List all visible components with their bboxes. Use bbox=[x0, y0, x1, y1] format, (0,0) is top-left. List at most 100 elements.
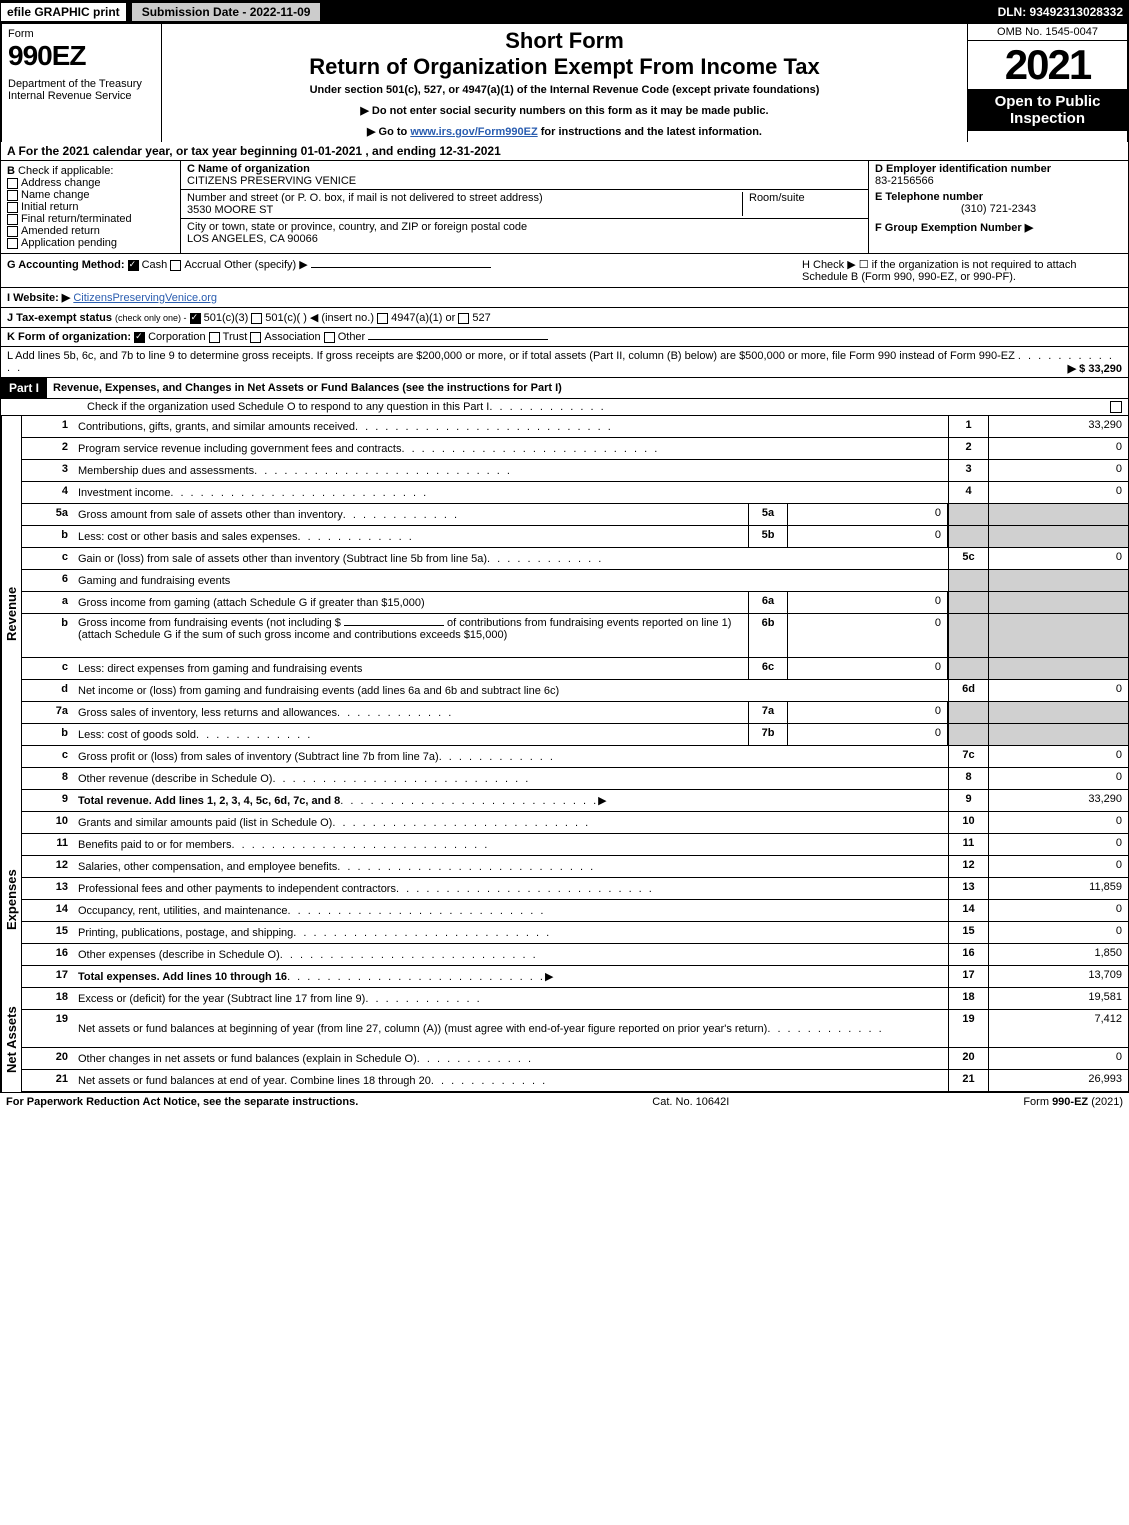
line-21-desc: Net assets or fund balances at end of ye… bbox=[78, 1075, 431, 1087]
part1-label: Part I bbox=[1, 378, 47, 398]
line-1: 1 Contributions, gifts, grants, and simi… bbox=[21, 416, 1129, 438]
line-5c: c Gain or (loss) from sale of assets oth… bbox=[21, 548, 1129, 570]
accrual-label: Accrual bbox=[184, 259, 221, 271]
line-6c-gray bbox=[948, 658, 988, 679]
line-6b-blank[interactable] bbox=[344, 625, 444, 626]
association-checkbox[interactable] bbox=[250, 332, 261, 343]
line-18-rnum: 18 bbox=[948, 988, 988, 1009]
accrual-checkbox[interactable] bbox=[170, 260, 181, 271]
line-6-num: 6 bbox=[22, 570, 72, 591]
line-12: 12 Salaries, other compensation, and emp… bbox=[21, 856, 1129, 878]
line-5a: 5a Gross amount from sale of assets othe… bbox=[21, 504, 1129, 526]
line-7a-gray bbox=[948, 702, 988, 723]
application-pending-checkbox[interactable] bbox=[7, 238, 18, 249]
501c3-checkbox[interactable] bbox=[190, 313, 201, 324]
other-method-input[interactable] bbox=[311, 267, 491, 268]
arrow-icon: ▶ bbox=[598, 794, 606, 807]
line-5b-num: b bbox=[22, 526, 72, 547]
name-change-checkbox[interactable] bbox=[7, 190, 18, 201]
bc-row: B Check if applicable: Address change Na… bbox=[0, 161, 1129, 254]
527-checkbox[interactable] bbox=[458, 313, 469, 324]
501c3-label: 501(c)(3) bbox=[204, 312, 249, 324]
line-8-desc: Other revenue (describe in Schedule O) bbox=[78, 773, 272, 785]
other-org-checkbox[interactable] bbox=[324, 332, 335, 343]
net-assets-vertical-label: Net Assets bbox=[1, 988, 21, 1092]
line-8-rnum: 8 bbox=[948, 768, 988, 789]
efile-print-button[interactable]: efile GRAPHIC print bbox=[0, 2, 127, 22]
line-16: 16 Other expenses (describe in Schedule … bbox=[21, 944, 1129, 966]
corporation-checkbox[interactable] bbox=[134, 332, 145, 343]
line-5c-num: c bbox=[22, 548, 72, 569]
other-org-input[interactable] bbox=[368, 339, 548, 340]
form-year: (2021) bbox=[1088, 1096, 1123, 1108]
line-10: 10 Grants and similar amounts paid (list… bbox=[21, 812, 1129, 834]
line-6a-gray2 bbox=[988, 592, 1128, 613]
line-3: 3 Membership dues and assessments 3 0 bbox=[21, 460, 1129, 482]
footer: For Paperwork Reduction Act Notice, see … bbox=[0, 1092, 1129, 1111]
527-label: 527 bbox=[472, 312, 490, 324]
line-6: 6 Gaming and fundraising events bbox=[21, 570, 1129, 592]
section-g: G Accounting Method: Cash Accrual Other … bbox=[7, 258, 802, 283]
4947a1-checkbox[interactable] bbox=[377, 313, 388, 324]
name-change-label: Name change bbox=[21, 189, 90, 201]
form-number: 990EZ bbox=[8, 40, 155, 72]
initial-return-checkbox[interactable] bbox=[7, 202, 18, 213]
line-4-desc: Investment income bbox=[78, 487, 170, 499]
line-21: 21 Net assets or fund balances at end of… bbox=[21, 1070, 1129, 1092]
line-13: 13 Professional fees and other payments … bbox=[21, 878, 1129, 900]
line-14: 14 Occupancy, rent, utilities, and maint… bbox=[21, 900, 1129, 922]
line-2-desc: Program service revenue including govern… bbox=[78, 443, 401, 455]
final-return-label: Final return/terminated bbox=[21, 213, 132, 225]
line-10-num: 10 bbox=[22, 812, 72, 833]
line-11-val: 0 bbox=[988, 834, 1128, 855]
net-assets-section: Net Assets 18 Excess or (deficit) for th… bbox=[0, 988, 1129, 1092]
section-a-tax-year: A For the 2021 calendar year, or tax yea… bbox=[0, 142, 1129, 161]
line-10-rnum: 10 bbox=[948, 812, 988, 833]
line-12-desc: Salaries, other compensation, and employ… bbox=[78, 861, 337, 873]
schedule-o-checkbox[interactable] bbox=[1110, 401, 1122, 413]
line-7c-desc: Gross profit or (loss) from sales of inv… bbox=[78, 751, 439, 763]
instruction-goto: ▶ Go to www.irs.gov/Form990EZ for instru… bbox=[168, 125, 961, 138]
line-6c-inum: 6c bbox=[748, 658, 788, 679]
part1-header: Part I Revenue, Expenses, and Changes in… bbox=[0, 378, 1129, 399]
initial-return-label: Initial return bbox=[21, 201, 78, 213]
address-change-checkbox[interactable] bbox=[7, 178, 18, 189]
dots-icon bbox=[355, 421, 613, 433]
line-5b-gray bbox=[948, 526, 988, 547]
expenses-vertical-label: Expenses bbox=[1, 812, 21, 988]
line-17: 17 Total expenses. Add lines 10 through … bbox=[21, 966, 1129, 988]
trust-checkbox[interactable] bbox=[209, 332, 220, 343]
dots-icon bbox=[487, 553, 603, 565]
dots-icon bbox=[396, 883, 654, 895]
line-7b-ival: 0 bbox=[788, 724, 948, 745]
line-10-desc: Grants and similar amounts paid (list in… bbox=[78, 817, 332, 829]
section-h: H Check ▶ ☐ if the organization is not r… bbox=[802, 258, 1122, 283]
amended-return-checkbox[interactable] bbox=[7, 226, 18, 237]
line-15-num: 15 bbox=[22, 922, 72, 943]
submission-date: Submission Date - 2022-11-09 bbox=[131, 2, 322, 22]
line-16-val: 1,850 bbox=[988, 944, 1128, 965]
dots-icon bbox=[439, 751, 555, 763]
501c-checkbox[interactable] bbox=[251, 313, 262, 324]
trust-label: Trust bbox=[223, 331, 248, 343]
irs-link[interactable]: www.irs.gov/Form990EZ bbox=[410, 126, 537, 138]
website-link[interactable]: CitizensPreservingVenice.org bbox=[73, 292, 217, 304]
line-17-val: 13,709 bbox=[988, 966, 1128, 987]
line-5b: b Less: cost or other basis and sales ex… bbox=[21, 526, 1129, 548]
dots-icon bbox=[287, 971, 545, 983]
line-5b-desc: Less: cost or other basis and sales expe… bbox=[78, 531, 298, 543]
line-6b-ival: 0 bbox=[788, 614, 948, 657]
line-6d-desc: Net income or (loss) from gaming and fun… bbox=[78, 685, 559, 697]
b-check-label: Check if applicable: bbox=[18, 165, 113, 177]
form-header: Form 990EZ Department of the Treasury In… bbox=[0, 24, 1129, 142]
street-label: Number and street (or P. O. box, if mail… bbox=[187, 192, 543, 204]
cash-checkbox[interactable] bbox=[128, 260, 139, 271]
phone-value: (310) 721-2343 bbox=[875, 203, 1122, 215]
line-7c-rnum: 7c bbox=[948, 746, 988, 767]
return-title: Return of Organization Exempt From Incom… bbox=[168, 54, 961, 80]
line-5b-ival: 0 bbox=[788, 526, 948, 547]
line-7b-num: b bbox=[22, 724, 72, 745]
line-6c-num: c bbox=[22, 658, 72, 679]
final-return-checkbox[interactable] bbox=[7, 214, 18, 225]
l-text: L Add lines 5b, 6c, and 7b to line 9 to … bbox=[7, 350, 1015, 362]
